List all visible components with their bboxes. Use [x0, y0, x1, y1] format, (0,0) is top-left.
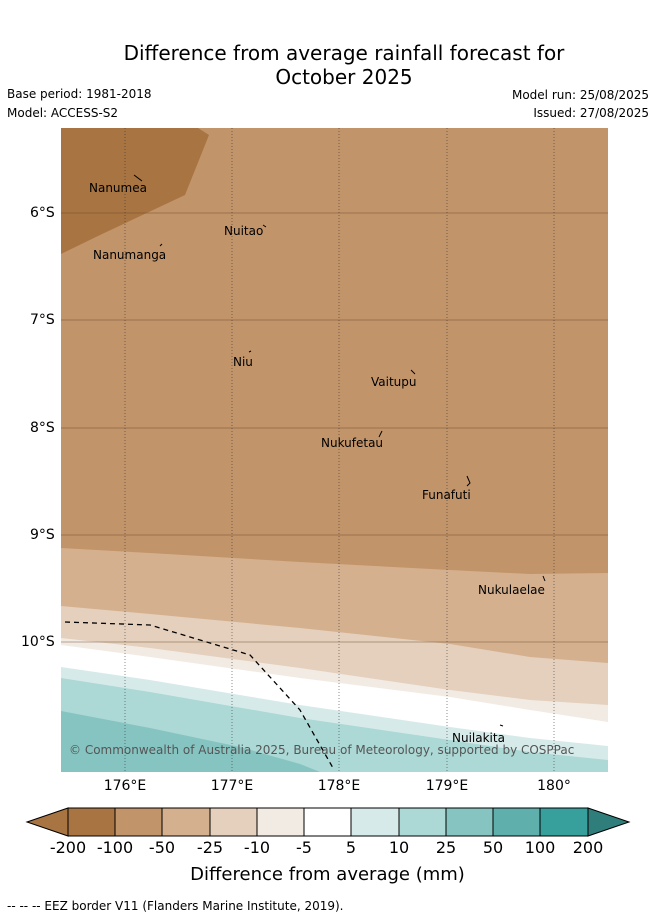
island-nukufetau [378, 430, 383, 438]
longitude-gridlines [124, 128, 555, 772]
label-nuilakita: Nuilakita [452, 731, 505, 745]
colorbar-frame [67, 807, 589, 837]
island-vaitupu [410, 369, 416, 375]
colorbar-segment [304, 808, 351, 836]
colorbar-low-arrow [25, 807, 69, 837]
colorbar-tick: 100 [524, 838, 556, 857]
lon-label-177e: 177°E [210, 778, 254, 794]
colorbar-label: Difference from average (mm) [190, 864, 465, 885]
colorbar-segment [257, 808, 304, 836]
latitude-gridlines [61, 212, 608, 643]
title-line-2: October 2025 [275, 65, 413, 89]
colorbar-tick: -25 [196, 838, 224, 857]
lat-label-9s: 9°S [30, 527, 55, 543]
lon-label-176e: 176°E [103, 778, 147, 794]
lat-label-8s: 8°S [30, 420, 55, 436]
island-nuilakita [499, 724, 504, 727]
colorbar [25, 807, 631, 837]
copyright-notice: © Commonwealth of Australia 2025, Bureau… [69, 743, 574, 757]
island-nanumea [133, 174, 143, 182]
island-nuitao [262, 224, 267, 228]
title-line-1: Difference from average rainfall forecas… [123, 41, 565, 65]
colorbar-segment [210, 808, 257, 836]
colorbar-segment [540, 808, 588, 836]
band-minus-200 [61, 128, 209, 254]
lat-label-7s: 7°S [30, 312, 55, 328]
lon-label-180: 180° [537, 778, 571, 794]
label-vaitupu: Vaitupu [371, 375, 417, 389]
colorbar-tick: -100 [96, 838, 134, 857]
colorbar-segment [446, 808, 493, 836]
model-run: Model run: 25/08/2025 [511, 88, 649, 102]
colorbar-tick: 10 [388, 838, 410, 857]
label-nuitao: Nuitao [224, 224, 263, 238]
model-name: Model: ACCESS-S2 [7, 106, 119, 120]
label-niu: Niu [233, 355, 253, 369]
base-period: Base period: 1981-2018 [7, 87, 152, 101]
colorbar-tick: 50 [482, 838, 504, 857]
colorbar-high-arrow [587, 807, 631, 837]
issued-date: Issued: 27/08/2025 [533, 106, 649, 120]
colorbar-segment [399, 808, 446, 836]
lat-label-6s: 6°S [30, 205, 55, 221]
colorbar-tick: 5 [345, 838, 357, 857]
eez-footnote: -- -- -- EEZ border V11 (Flanders Marine… [7, 899, 344, 913]
label-nukufetau: Nukufetau [321, 436, 383, 450]
label-nukulaelae: Nukulaelae [478, 583, 545, 597]
colorbar-tick: -10 [243, 838, 271, 857]
lon-label-179e: 179°E [425, 778, 469, 794]
colorbar-segment [493, 808, 540, 836]
label-nanumanga: Nanumanga [93, 248, 166, 262]
label-nanumea: Nanumea [89, 181, 147, 195]
colorbar-tick: -5 [296, 838, 312, 857]
colorbar-segment [68, 808, 115, 836]
colorbar-segment [351, 808, 399, 836]
lat-label-10s: 10°S [21, 634, 55, 650]
colorbar-tick: -200 [49, 838, 87, 857]
colorbar-tick: 25 [435, 838, 457, 857]
colorbar-tick: -50 [148, 838, 176, 857]
island-nanumanga [159, 243, 163, 247]
island-funafuti [466, 475, 471, 487]
colorbar-tick: 200 [572, 838, 604, 857]
band-plus-25 [61, 711, 320, 772]
map-title: Difference from average rainfall forecas… [0, 41, 655, 89]
island-niu [248, 350, 252, 353]
lon-label-178e: 178°E [317, 778, 361, 794]
island-outlines [133, 174, 546, 727]
colorbar-segment [115, 808, 162, 836]
island-nukulaelae [542, 575, 546, 582]
colorbar-segment [162, 808, 210, 836]
eez-border [64, 621, 334, 769]
label-funafuti: Funafuti [422, 488, 471, 502]
